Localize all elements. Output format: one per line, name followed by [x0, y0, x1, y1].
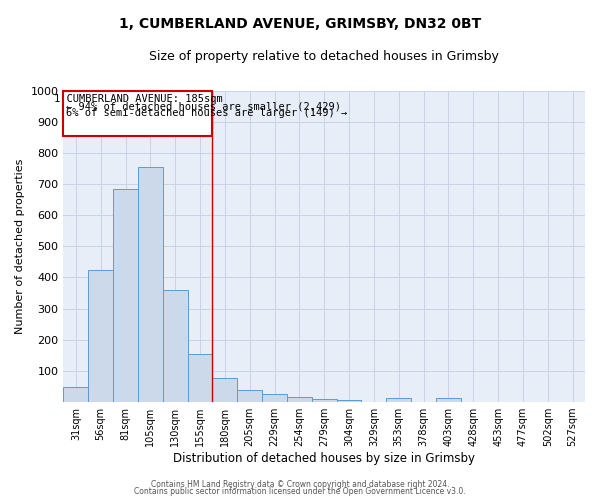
Bar: [337, 400, 361, 402]
Bar: [188, 354, 212, 402]
Bar: [237, 390, 262, 402]
Text: 1 CUMBERLAND AVENUE: 185sqm: 1 CUMBERLAND AVENUE: 185sqm: [53, 94, 223, 104]
X-axis label: Distribution of detached houses by size in Grimsby: Distribution of detached houses by size …: [173, 452, 475, 465]
Y-axis label: Number of detached properties: Number of detached properties: [15, 158, 25, 334]
Bar: [262, 394, 287, 402]
Text: 1, CUMBERLAND AVENUE, GRIMSBY, DN32 0BT: 1, CUMBERLAND AVENUE, GRIMSBY, DN32 0BT: [119, 18, 481, 32]
Bar: [113, 188, 138, 402]
Bar: [163, 290, 188, 402]
Bar: [287, 398, 312, 402]
FancyBboxPatch shape: [64, 90, 212, 136]
Bar: [64, 386, 88, 402]
Bar: [312, 399, 337, 402]
Bar: [138, 167, 163, 402]
Bar: [88, 270, 113, 402]
Bar: [212, 378, 237, 402]
Title: Size of property relative to detached houses in Grimsby: Size of property relative to detached ho…: [149, 50, 499, 63]
Text: ← 94% of detached houses are smaller (2,429): ← 94% of detached houses are smaller (2,…: [66, 101, 341, 111]
Bar: [436, 398, 461, 402]
Text: Contains HM Land Registry data © Crown copyright and database right 2024.: Contains HM Land Registry data © Crown c…: [151, 480, 449, 489]
Text: 6% of semi-detached houses are larger (149) →: 6% of semi-detached houses are larger (1…: [66, 108, 347, 118]
Bar: [386, 398, 411, 402]
Text: Contains public sector information licensed under the Open Government Licence v3: Contains public sector information licen…: [134, 487, 466, 496]
